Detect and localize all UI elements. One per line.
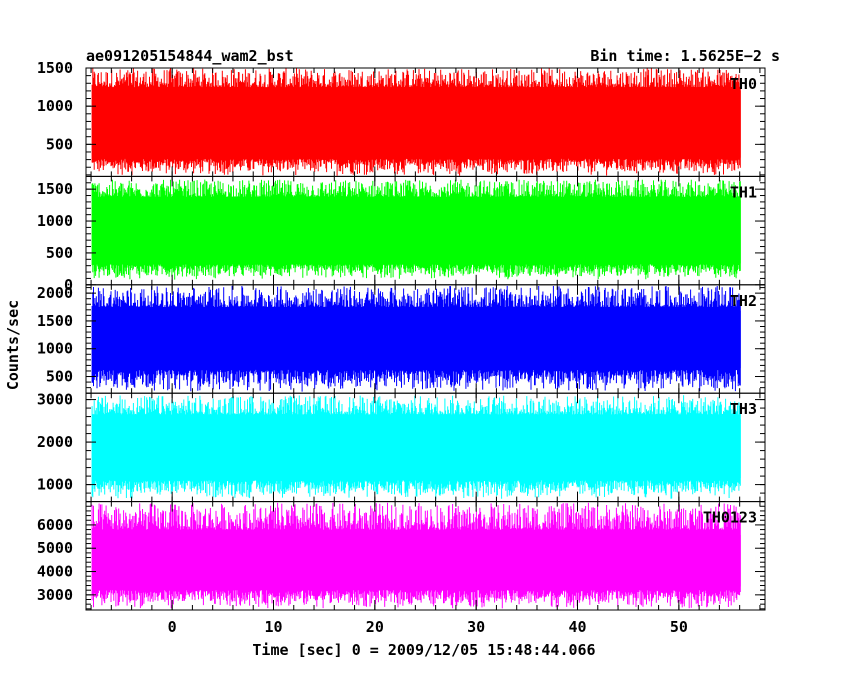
y-tick-label: 500 — [46, 135, 73, 153]
y-tick-label: 500 — [46, 244, 73, 262]
panel-th0123: 3000 4000 5000 6000 TH0123 — [37, 501, 766, 611]
series-th2 — [91, 285, 741, 392]
panel-th2: 500 1000 1500 2000 TH2 — [37, 284, 766, 394]
series-th1 — [91, 179, 741, 280]
x-tick-label: 0 — [168, 618, 177, 636]
y-tick-label: 5000 — [37, 539, 73, 557]
series-th0 — [91, 68, 741, 176]
series-label-th0: TH0 — [730, 75, 757, 93]
series-th3 — [91, 395, 741, 500]
x-tick-label: 30 — [467, 618, 485, 636]
y-tick-label: 2000 — [37, 284, 73, 302]
x-tick-label: 50 — [670, 618, 688, 636]
panel-frame — [85, 501, 766, 611]
x-tick-label: 20 — [366, 618, 384, 636]
y-axis-label: Counts/sec — [4, 300, 22, 390]
y-tick-label: 2000 — [37, 433, 73, 451]
series-label-th0123: TH0123 — [703, 509, 757, 527]
y-tick-label: 1000 — [37, 97, 73, 115]
y-tick-label: 1000 — [37, 476, 73, 494]
panels-group: 500 1000 1500 TH0 0 500 1000 1500 TH1 500 1000 1500… — [37, 59, 766, 611]
x-tick-label: 40 — [568, 618, 586, 636]
y-tick-label: 1500 — [37, 59, 73, 77]
y-tick-label: 3000 — [37, 391, 73, 409]
y-tick-label: 1000 — [37, 212, 73, 230]
y-tick-label: 1500 — [37, 312, 73, 330]
x-tick-label: 10 — [264, 618, 282, 636]
series-th0123 — [91, 502, 741, 609]
y-tick-label: 500 — [46, 368, 73, 386]
y-tick-label: 4000 — [37, 563, 73, 581]
series-label-th2: TH2 — [730, 292, 757, 310]
bin-time-label: Bin time: 1.5625E−2 s — [590, 47, 780, 65]
x-axis: 0 10 20 30 40 50 — [168, 618, 688, 636]
y-tick-label: 3000 — [37, 586, 73, 604]
y-tick-label: 6000 — [37, 516, 73, 534]
y-tick-label: 1500 — [37, 180, 73, 198]
panel-th1: 0 500 1000 1500 TH1 — [37, 175, 766, 294]
y-tick-label: 1000 — [37, 340, 73, 358]
y-tick-label: 0 — [64, 276, 73, 294]
series-label-th3: TH3 — [730, 400, 757, 418]
panel-th0: 500 1000 1500 TH0 — [37, 59, 766, 177]
series-label-th1: TH1 — [730, 183, 757, 201]
x-axis-label: Time [sec] 0 = 2009/12/05 15:48:44.066 — [252, 641, 595, 659]
panel-th3: 1000 2000 3000 TH3 — [37, 391, 766, 503]
chart-title: ae091205154844_wam2_bst — [86, 47, 294, 65]
